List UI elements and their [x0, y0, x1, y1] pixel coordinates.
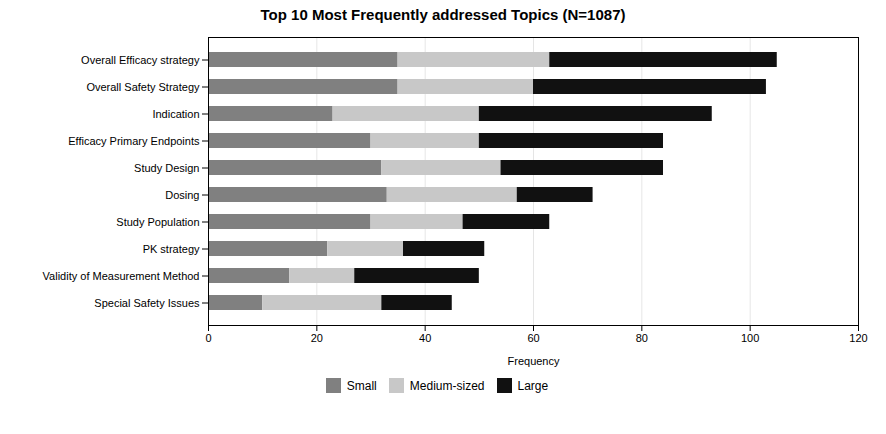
svg-text:Overall Safety Strategy: Overall Safety Strategy	[86, 81, 200, 93]
svg-text:20: 20	[311, 332, 323, 344]
svg-text:100: 100	[741, 332, 759, 344]
svg-text:Study Design: Study Design	[134, 162, 199, 174]
html-text:Small: Small	[346, 378, 377, 393]
svg-text:Validity of Measurement Method: Validity of Measurement Method	[43, 270, 200, 282]
svg-text:Efficacy Primary Endpoints: Efficacy Primary Endpoints	[68, 135, 200, 147]
html-text:Medium-sized: Medium-sized	[409, 378, 485, 393]
svg-text:120: 120	[849, 332, 867, 344]
svg-text:Study Population: Study Population	[116, 216, 199, 228]
svg-text:80: 80	[636, 332, 648, 344]
svg-text:40: 40	[419, 332, 431, 344]
svg-text:PK strategy: PK strategy	[143, 243, 200, 255]
svg-text:Special Safety Issues: Special Safety Issues	[94, 297, 200, 309]
svg-text:0: 0	[205, 332, 211, 344]
html-text:Top 10 Most Frequently address: Top 10 Most Frequently addressed Topics …	[260, 6, 626, 23]
svg-text:Indication: Indication	[152, 108, 199, 120]
svg-text:60: 60	[527, 332, 539, 344]
svg-text:Overall Efficacy strategy: Overall Efficacy strategy	[81, 54, 200, 66]
svg-text:Dosing: Dosing	[165, 189, 199, 201]
html-text:Large: Large	[517, 378, 549, 393]
svg-text:Frequency: Frequency	[508, 355, 560, 367]
